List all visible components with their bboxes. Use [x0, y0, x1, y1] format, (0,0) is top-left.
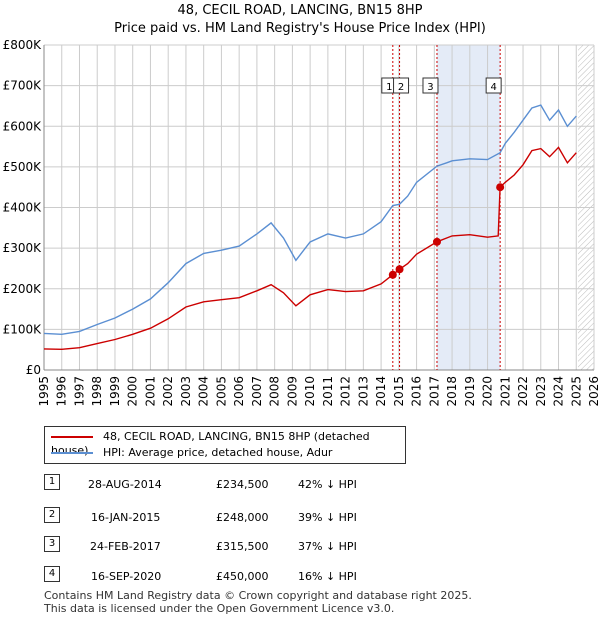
- x-tick-label: 2002: [161, 376, 175, 407]
- x-tick-label: 2007: [250, 376, 264, 407]
- table-row: 4 16-SEP-2020 £450,000 16% ↓ HPI: [44, 566, 564, 588]
- sale-marker-box: [422, 77, 439, 94]
- x-tick-label: 2006: [232, 376, 246, 407]
- table-row: 1 28-AUG-2014 £234,500 42% ↓ HPI: [44, 474, 564, 496]
- x-tick-label: 2018: [445, 376, 459, 407]
- chart-legend: 48, CECIL ROAD, LANCING, BN15 8HP (detac…: [44, 426, 406, 464]
- sale-marker-label: 2: [398, 82, 404, 93]
- property-line: [43, 146, 577, 351]
- x-tick-label: 2005: [214, 376, 228, 407]
- sale-point: [496, 183, 505, 192]
- x-tick-label: 1996: [55, 376, 69, 407]
- x-tick-label: 2023: [534, 376, 548, 407]
- x-tick-label: 2019: [463, 376, 477, 407]
- x-tick-label: 2022: [516, 376, 530, 407]
- sale-marker-label: 3: [427, 82, 433, 93]
- sale-marker-box: [485, 77, 502, 94]
- sale-number-badge: 3: [44, 536, 60, 552]
- table-row: 2 16-JAN-2015 £248,000 39% ↓ HPI: [44, 507, 564, 529]
- sale-date: 16-JAN-2015: [91, 511, 161, 524]
- sale-hpi-diff: 39% ↓ HPI: [298, 511, 357, 524]
- x-tick-label: 2001: [143, 376, 157, 407]
- sale-price: £450,000: [216, 570, 269, 583]
- y-tick-label: £200K: [3, 282, 43, 296]
- legend-item-hpi: HPI: Average price, detached house, Adur: [51, 446, 332, 460]
- y-tick-label: £100K: [3, 322, 43, 336]
- sale-number-badge: 4: [44, 566, 60, 582]
- chart-title: 48, CECIL ROAD, LANCING, BN15 8HP: [177, 3, 423, 18]
- hpi-line: [43, 104, 577, 336]
- sale-marker-box: [393, 77, 410, 94]
- price-chart: £0 £100K £200K £300K £400K £500K £600K £700K £80…: [3, 38, 600, 407]
- sale-marker-label: 1: [386, 82, 392, 93]
- y-tick-label: £400K: [3, 201, 43, 215]
- sale-point: [432, 237, 441, 246]
- sale-marker-label: 4: [490, 82, 496, 93]
- x-tick-label: 2021: [498, 376, 512, 407]
- y-tick-label: £0: [26, 363, 41, 377]
- x-tick-label: 1995: [37, 376, 51, 407]
- x-tick-label: 2020: [481, 376, 495, 407]
- sale-number-badge: 1: [44, 474, 60, 490]
- legend-label-hpi: HPI: Average price, detached house, Adur: [103, 446, 333, 459]
- sale-number-badge: 2: [44, 507, 60, 523]
- sale-price: £248,000: [216, 511, 269, 524]
- sale-hpi-diff: 37% ↓ HPI: [298, 540, 357, 553]
- sale-price: £315,500: [216, 540, 269, 553]
- legend-swatch-hpi: [51, 452, 93, 454]
- x-tick-label: 2010: [303, 376, 317, 407]
- x-tick-label: 2013: [356, 376, 370, 407]
- x-tick-label: 2004: [197, 376, 211, 407]
- x-tick-label: 2014: [374, 376, 388, 407]
- y-tick-label: £300K: [3, 241, 43, 255]
- sale-hpi-diff: 42% ↓ HPI: [298, 478, 357, 491]
- footer-licence: This data is licensed under the Open Gov…: [44, 602, 395, 615]
- x-tick-label: 2016: [410, 376, 424, 407]
- footer-copyright: Contains HM Land Registry data © Crown c…: [44, 589, 472, 602]
- y-tick-label: £600K: [3, 119, 43, 133]
- x-tick-label: 2000: [126, 376, 140, 407]
- x-tick-label: 2011: [321, 376, 335, 407]
- x-tick-label: 1998: [90, 376, 104, 407]
- legend-item-property: 48, CECIL ROAD, LANCING, BN15 8HP (detac…: [51, 430, 405, 457]
- y-tick-label: £700K: [3, 79, 43, 93]
- x-tick-label: 2025: [569, 376, 583, 407]
- sale-date: 16-SEP-2020: [91, 570, 162, 583]
- x-tick-label: 2003: [179, 376, 193, 407]
- sale-point: [395, 265, 404, 274]
- x-tick-label: 1999: [108, 376, 122, 407]
- x-tick-label: 2024: [552, 376, 566, 407]
- sale-date: 24-FEB-2017: [90, 540, 161, 553]
- sale-date: 28-AUG-2014: [88, 478, 162, 491]
- x-tick-label: 2008: [268, 376, 282, 407]
- x-tick-label: 1997: [72, 376, 86, 407]
- x-tick-label: 2015: [392, 376, 406, 407]
- sale-price: £234,500: [216, 478, 269, 491]
- sale-point: [388, 270, 397, 279]
- x-tick-label: 2026: [587, 376, 600, 407]
- chart-subtitle: Price paid vs. HM Land Registry's House …: [114, 21, 486, 36]
- y-tick-label: £500K: [3, 160, 43, 174]
- sale-hpi-diff: 16% ↓ HPI: [298, 570, 357, 583]
- table-row: 3 24-FEB-2017 £315,500 37% ↓ HPI: [44, 536, 564, 558]
- y-tick-label: £800K: [3, 38, 43, 52]
- legend-swatch-property: [51, 436, 93, 438]
- x-tick-label: 2012: [339, 376, 353, 407]
- x-tick-label: 2009: [285, 376, 299, 407]
- x-tick-label: 2017: [427, 376, 441, 407]
